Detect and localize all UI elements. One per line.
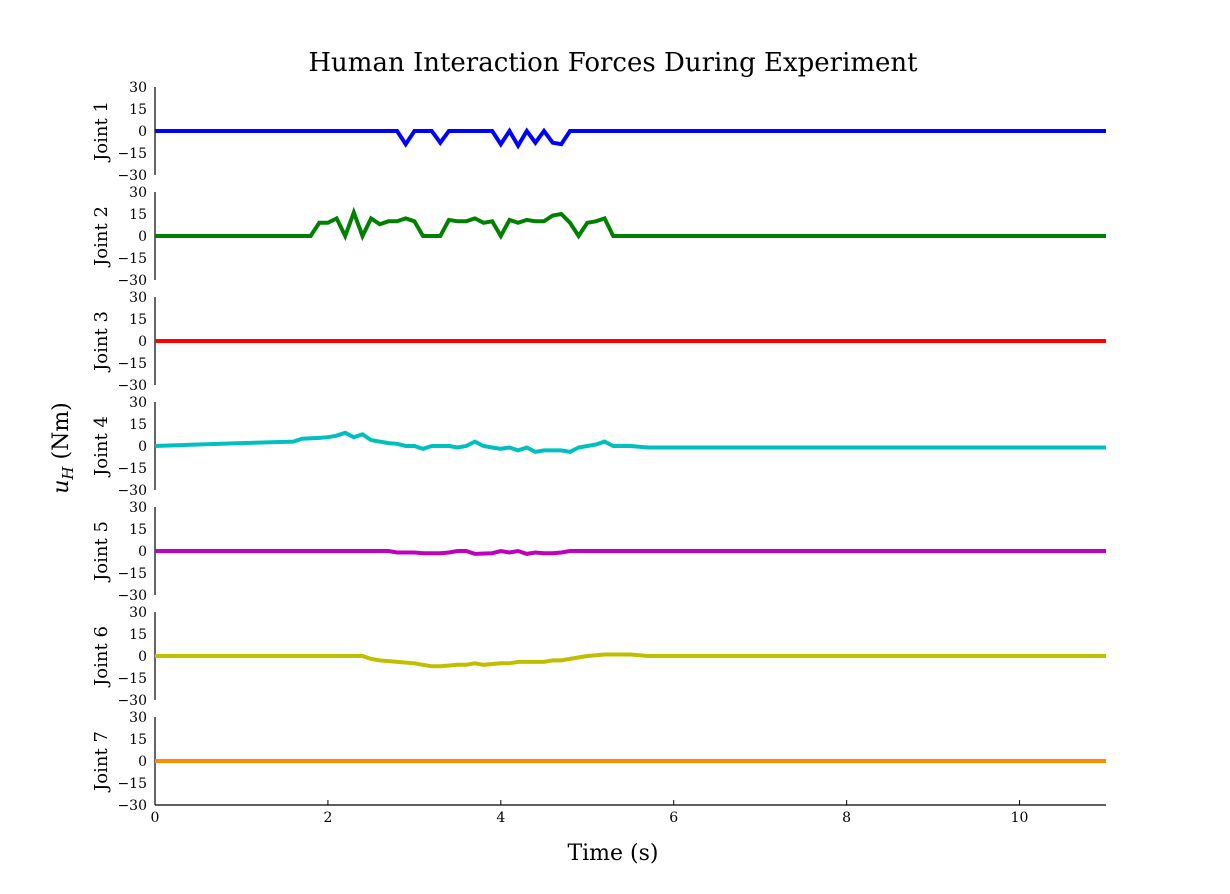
y-tick-label: −30 xyxy=(117,483,147,499)
panel-label: Joint 7 xyxy=(91,731,112,793)
panels: 30 15 0 −15 −30 Joint 1 30 15 0 −15 −30 Joint 2 30 15… xyxy=(91,80,1106,826)
series-line-joint-6 xyxy=(155,652,1106,669)
y-tick-label: 30 xyxy=(129,710,147,726)
panel-joint-1: 30 15 0 −15 −30 Joint 1 xyxy=(91,80,1106,184)
y-tick-label: 15 xyxy=(129,102,147,118)
y-tick-label: 15 xyxy=(129,312,147,328)
y-tick-label: 0 xyxy=(138,544,147,560)
y-tick-label: −15 xyxy=(117,671,147,687)
series-line-joint-5 xyxy=(155,548,1106,556)
y-tick-label: 30 xyxy=(129,185,147,201)
x-tick-label: 0 xyxy=(151,810,160,826)
panel-label: Joint 5 xyxy=(91,521,112,583)
y-tick-label: 30 xyxy=(129,395,147,411)
y-tick-label: −30 xyxy=(117,693,147,709)
y-tick-label: 30 xyxy=(129,605,147,621)
y-tick-label: 0 xyxy=(138,229,147,245)
panel-label: Joint 6 xyxy=(91,626,112,688)
y-tick-label: −15 xyxy=(117,251,147,267)
y-tick-label: 15 xyxy=(129,732,147,748)
series-line-joint-4 xyxy=(154,430,1106,454)
panel-joint-4: 30 15 0 −15 −30 Joint 4 xyxy=(91,395,1106,499)
y-tick-label: 15 xyxy=(129,417,147,433)
y-tick-label: 0 xyxy=(138,439,147,455)
panel-label: Joint 1 xyxy=(91,101,112,163)
y-tick-label: −30 xyxy=(117,798,147,814)
y-tick-label: 0 xyxy=(138,649,147,665)
panel-joint-3: 30 15 0 −15 −30 Joint 3 xyxy=(91,290,1106,394)
panel-label: Joint 2 xyxy=(91,206,112,268)
y-tick-label: −15 xyxy=(117,146,147,162)
y-tick-label: 0 xyxy=(138,754,147,770)
y-tick-label: 0 xyxy=(138,334,147,350)
x-axis-label: Time (s) xyxy=(567,841,658,866)
y-tick-label: −30 xyxy=(117,168,147,184)
y-tick-label: 15 xyxy=(129,207,147,223)
y-tick-label: −15 xyxy=(117,461,147,477)
x-tick-label: 10 xyxy=(1011,810,1029,826)
y-tick-label: −30 xyxy=(117,588,147,604)
panel-joint-5: 30 15 0 −15 −30 Joint 5 xyxy=(91,500,1106,604)
y-axis-label: uH (Nm) xyxy=(49,402,77,494)
y-tick-label: 15 xyxy=(129,627,147,643)
y-tick-label: −30 xyxy=(117,378,147,394)
y-axis-label-subscript: H xyxy=(59,466,77,481)
series-line-joint-2 xyxy=(155,206,1106,242)
y-tick-label: 30 xyxy=(129,290,147,306)
x-tick-label: 4 xyxy=(496,810,505,826)
x-tick-label: 8 xyxy=(842,810,851,826)
panel-joint-2: 30 15 0 −15 −30 Joint 2 xyxy=(91,185,1106,289)
y-tick-label: 0 xyxy=(138,124,147,140)
y-tick-label: −15 xyxy=(117,356,147,372)
panel-label: Joint 4 xyxy=(91,416,112,478)
chart-title: Human Interaction Forces During Experime… xyxy=(308,48,918,78)
panel-joint-7: 30 15 0 −15 −30 Joint 7 0 2 4 6 8 10 xyxy=(91,710,1106,826)
panel-joint-6: 30 15 0 −15 −30 Joint 6 xyxy=(91,605,1106,709)
x-tick-label: 2 xyxy=(323,810,332,826)
series-line-joint-1 xyxy=(155,127,1106,150)
x-tick-label: 6 xyxy=(669,810,678,826)
y-tick-label: 30 xyxy=(129,500,147,516)
panel-label: Joint 3 xyxy=(91,311,112,373)
y-tick-label: −30 xyxy=(117,273,147,289)
y-tick-label: 15 xyxy=(129,522,147,538)
y-axis-label-unit: (Nm) xyxy=(49,402,74,466)
y-tick-label: −15 xyxy=(117,776,147,792)
y-tick-label: −15 xyxy=(117,566,147,582)
y-tick-label: 30 xyxy=(129,80,147,96)
y-axis-label-main: u xyxy=(49,480,74,494)
